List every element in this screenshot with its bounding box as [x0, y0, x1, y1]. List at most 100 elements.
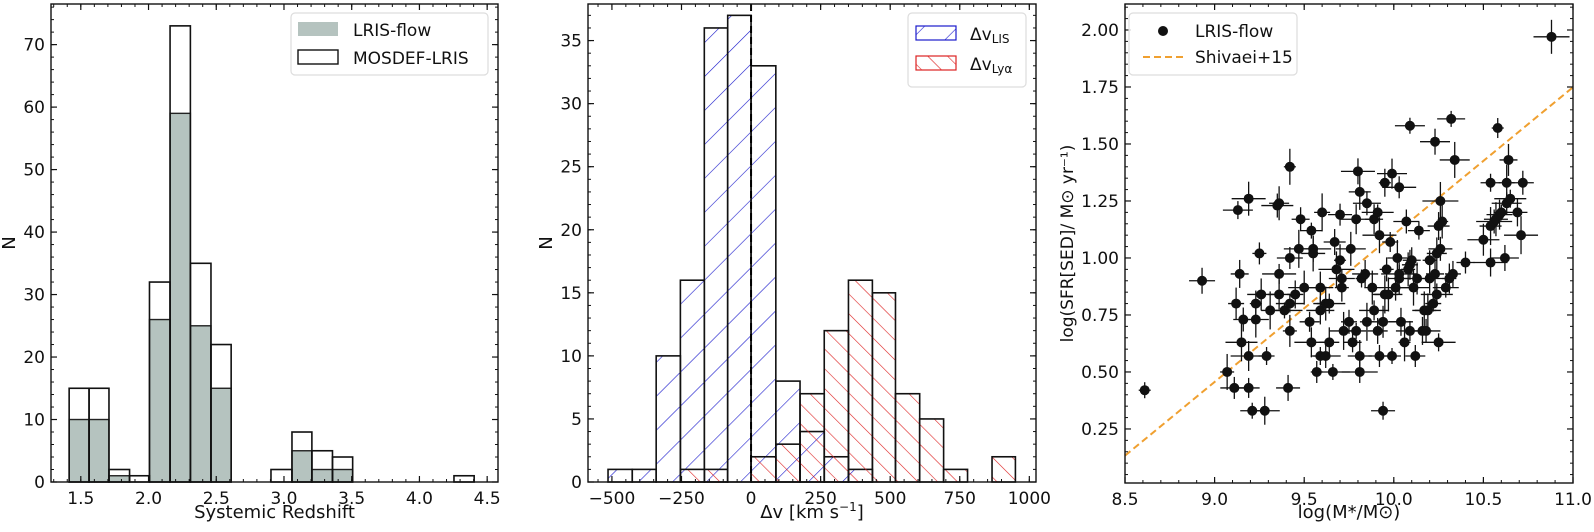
data-point	[1437, 216, 1448, 227]
histogram-bin	[311, 469, 333, 482]
data-point	[1485, 257, 1496, 268]
legend: LRIS-flow MOSDEF-LRIS	[290, 12, 489, 76]
legend-box	[290, 12, 489, 76]
legend-label-mosdef-lris: MOSDEF-LRIS	[353, 49, 469, 69]
data-point	[1421, 325, 1432, 336]
data-point	[1378, 405, 1389, 416]
histogram-bin	[894, 392, 921, 483]
axis-ticks: 1.5 2.0 2.5 3.0 3.5 4.0 4.5 0 10 20 30 40 50 60 70	[23, 4, 501, 509]
data-point	[1315, 305, 1326, 316]
legend: LRIS-flow Shivaei+15	[1128, 12, 1298, 76]
x-tick-label: 9.0	[1201, 490, 1228, 510]
data-point	[1485, 177, 1496, 188]
data-point	[1379, 177, 1390, 188]
histogram-bin	[679, 279, 706, 483]
data-point	[1440, 282, 1451, 293]
y-tick-label: 0.25	[1081, 420, 1119, 440]
axis-ticks: 8.5 9.0 9.5 10.0 10.5 11.0 0.25 0.50 0.75 1.00 1.2…	[1081, 4, 1592, 510]
y-tick-label: 10	[23, 411, 45, 431]
data-point	[1256, 289, 1267, 300]
data-point	[1344, 316, 1354, 327]
histogram-bin	[332, 469, 353, 482]
data-point	[1546, 31, 1557, 42]
y-tick-label: 0	[571, 473, 582, 493]
data-point	[1299, 282, 1310, 293]
data-point	[1234, 268, 1245, 279]
data-point	[1422, 305, 1433, 316]
data-point	[1306, 337, 1317, 348]
data-point	[1295, 214, 1306, 225]
y-tick-label: 35	[560, 32, 582, 52]
x-tick-label: 2.0	[135, 489, 162, 509]
data-point	[1449, 154, 1460, 165]
x-tick-label: 500	[874, 489, 906, 509]
data-point	[1428, 298, 1439, 309]
data-point	[1306, 225, 1317, 236]
velocity-histogram-panel: −500 −250 0 250 500 750 1000 0 5 10 15 20 25 30 35 Δv …	[536, 3, 1051, 523]
data-point	[1492, 123, 1503, 134]
x-tick-label: 750	[944, 489, 976, 509]
legend-swatch-mosdef-lris	[297, 49, 339, 65]
x-tick-label: −250	[658, 489, 705, 509]
legend-label-shivaei: Shivaei+15	[1195, 48, 1293, 68]
histogram-bin	[108, 475, 130, 482]
y-tick-label: 15	[560, 284, 582, 304]
x-tick-label: 8.5	[1111, 490, 1138, 510]
redshift-histogram-panel: 1.5 2.0 2.5 3.0 3.5 4.0 4.5 0 10 20 30 40 50 60 70 Sys…	[0, 3, 501, 523]
y-tick-label: 25	[560, 158, 582, 178]
data-point	[1250, 314, 1261, 325]
histogram-bin	[128, 474, 151, 483]
data-point	[1351, 325, 1362, 336]
data-point	[1347, 337, 1358, 348]
data-point	[1261, 351, 1272, 362]
data-point	[1345, 243, 1356, 254]
data-point	[1254, 248, 1265, 259]
data-point	[1496, 207, 1507, 218]
data-point	[1424, 255, 1435, 266]
axes-frame	[587, 3, 1037, 483]
data-point	[1387, 351, 1398, 362]
x-tick-label: 4.5	[474, 489, 501, 509]
x-axis-label: log(M*/M⊙)	[1298, 502, 1401, 523]
legend-swatch-dv-lis	[915, 25, 957, 41]
x-tick-label: 10.5	[1464, 490, 1502, 510]
y-tick-label: 0	[34, 473, 45, 493]
data-point	[1229, 382, 1240, 393]
data-point	[1222, 366, 1233, 377]
data-point	[1431, 289, 1442, 300]
x-axis-label: Systemic Redshift	[194, 502, 355, 523]
histogram-bin	[775, 443, 801, 483]
y-tick-label: 40	[23, 223, 45, 243]
data-point	[1381, 264, 1392, 275]
data-point	[1435, 243, 1446, 254]
data-point	[1404, 120, 1415, 131]
data-point	[1374, 351, 1385, 362]
y-tick-label: 20	[23, 348, 45, 368]
data-point	[1243, 193, 1254, 204]
data-point	[1512, 207, 1523, 218]
data-point	[1413, 225, 1424, 236]
histogram-bars	[68, 25, 475, 483]
legend-box	[1128, 12, 1298, 76]
data-point	[1378, 316, 1389, 327]
x-tick-label: 250	[804, 489, 836, 509]
histogram-bin	[89, 419, 109, 482]
data-point	[1197, 275, 1208, 286]
x-tick-label: 1000	[1008, 489, 1051, 509]
legend: ΔvLIS ΔvLyα	[907, 12, 1027, 88]
histogram-bin	[991, 455, 1017, 483]
axes-frame	[50, 3, 499, 483]
data-point	[1259, 405, 1270, 416]
legend-label-lris-flow: LRIS-flow	[353, 21, 431, 41]
histogram-bin	[149, 319, 171, 482]
histogram-bin	[270, 468, 293, 483]
data-point	[1367, 282, 1378, 293]
x-tick-label: 10.0	[1375, 490, 1413, 510]
axis-ticks: −500 −250 0 250 500 750 1000 0 5 10 15 20 25 30 35	[560, 4, 1051, 509]
y-tick-label: 1.25	[1081, 192, 1119, 212]
data-point	[1517, 177, 1528, 188]
data-point	[1354, 351, 1365, 362]
y-tick-label: 2.00	[1081, 21, 1119, 41]
x-tick-label: 11.0	[1554, 490, 1592, 510]
y-tick-label: 20	[560, 221, 582, 241]
